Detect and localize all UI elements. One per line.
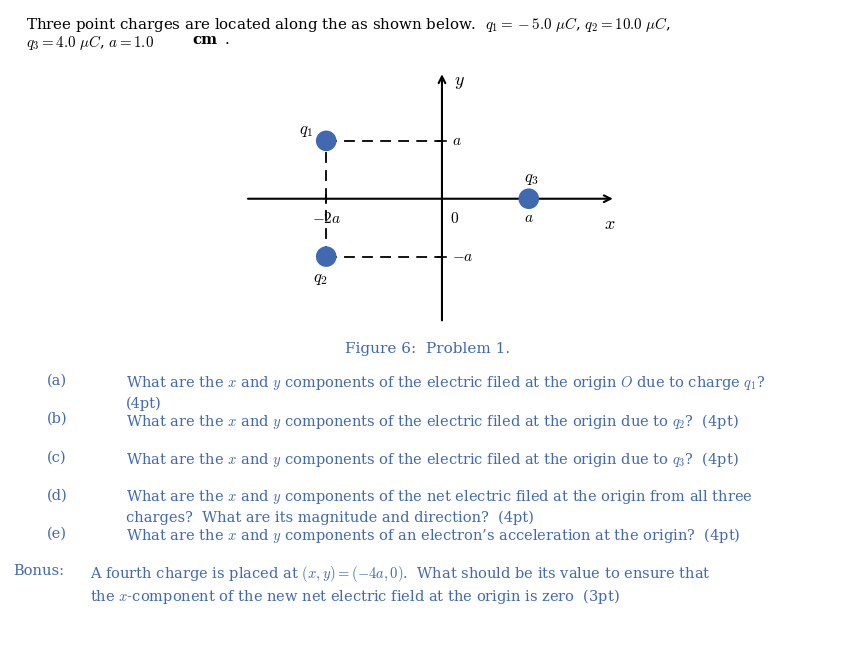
Text: $q_1$: $q_1$ [299, 122, 313, 139]
Text: A fourth charge is placed at $(x, y) = (-4a, 0)$.  What should be its value to e: A fourth charge is placed at $(x, y) = (… [90, 564, 711, 584]
Text: .: . [225, 33, 230, 47]
Text: (b): (b) [47, 412, 68, 426]
Text: What are the $x$ and $y$ components of the net electric filed at the origin from: What are the $x$ and $y$ components of t… [126, 488, 752, 506]
Point [320, 136, 333, 146]
Text: $a$: $a$ [524, 212, 534, 226]
Text: What are the $x$ and $y$ components of the electric filed at the origin due to $: What are the $x$ and $y$ components of t… [126, 450, 739, 469]
Text: $0$: $0$ [450, 212, 459, 226]
Text: (a): (a) [47, 374, 68, 388]
Text: Bonus:: Bonus: [13, 564, 64, 578]
Text: $q_3 = 4.0\ \mu C$, $a = 1.0$: $q_3 = 4.0\ \mu C$, $a = 1.0$ [26, 33, 154, 52]
Point [522, 194, 535, 204]
Text: Three point charges are located along the as shown below.  $q_1 = -5.0\ \mu C$, : Three point charges are located along th… [26, 15, 670, 33]
Text: (4pt): (4pt) [126, 397, 162, 411]
Text: What are the $x$ and $y$ components of the electric filed at the origin due to $: What are the $x$ and $y$ components of t… [126, 412, 739, 431]
Text: (c): (c) [47, 450, 67, 464]
Text: $q_2$: $q_2$ [313, 270, 327, 287]
Point [320, 251, 333, 262]
Text: $a$: $a$ [452, 134, 462, 148]
Text: Figure 6:  Problem 1.: Figure 6: Problem 1. [345, 342, 510, 356]
Text: What are the $x$ and $y$ components of an electron’s acceleration at the origin?: What are the $x$ and $y$ components of a… [126, 526, 740, 545]
Text: What are the $x$ and $y$ components of the electric filed at the origin $O$ due : What are the $x$ and $y$ components of t… [126, 374, 765, 392]
Text: charges?  What are its magnitude and direction?  (4pt): charges? What are its magnitude and dire… [126, 511, 534, 526]
Text: $-2a$: $-2a$ [311, 212, 341, 226]
Text: the $x$-component of the new net electric field at the origin is zero  (3pt): the $x$-component of the new net electri… [90, 587, 620, 606]
Text: (e): (e) [47, 526, 67, 540]
Text: $y$: $y$ [453, 73, 464, 91]
Text: $x$: $x$ [604, 215, 616, 233]
Text: $-a$: $-a$ [452, 250, 474, 264]
Text: (d): (d) [47, 488, 68, 502]
Text: cm: cm [192, 33, 217, 47]
Text: $q_3$: $q_3$ [524, 170, 539, 187]
